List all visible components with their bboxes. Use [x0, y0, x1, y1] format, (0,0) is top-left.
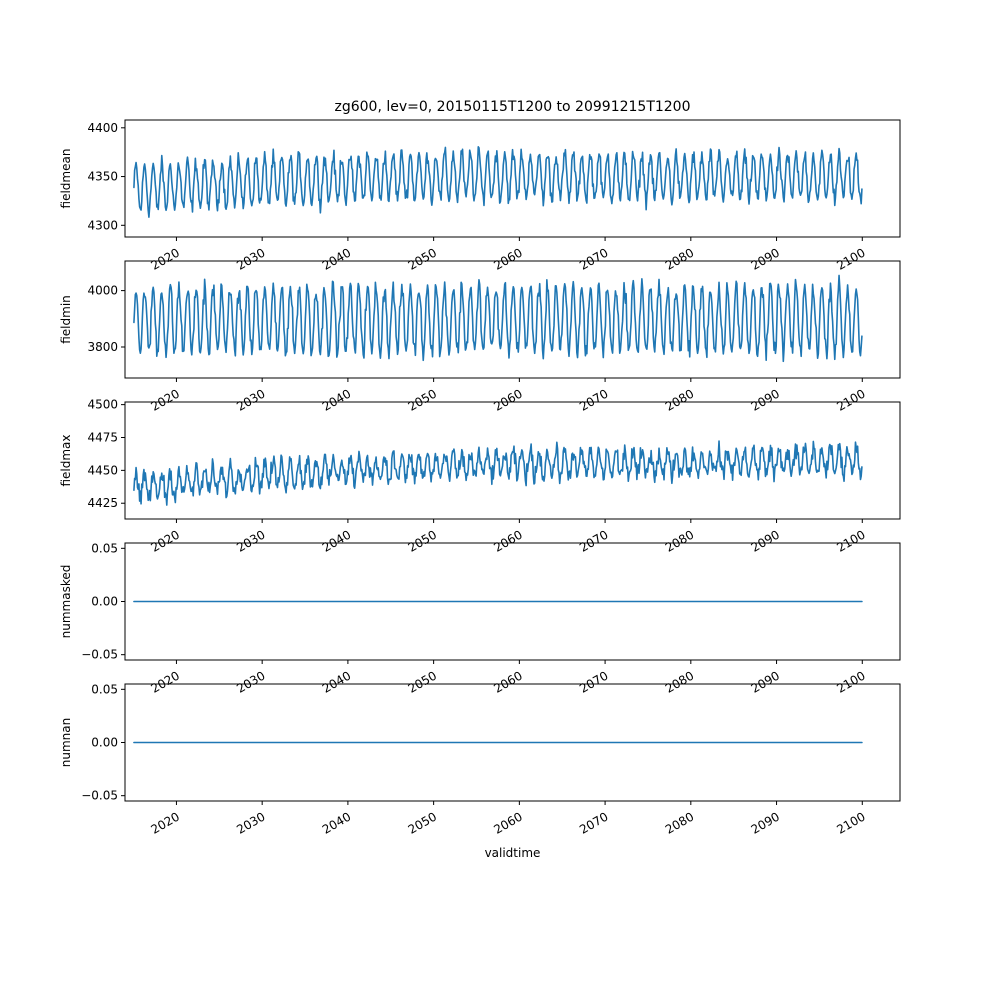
chart-title: zg600, lev=0, 20150115T1200 to 20991215T… — [334, 99, 690, 115]
subplot-fieldmean: 4300 4350 4400 2020 2030 2040 2050 2060 2070 2080… — [59, 119, 901, 273]
x-tick-label: 2080 — [663, 245, 696, 272]
y-axis-label-fieldmean: fieldmean — [59, 149, 73, 209]
y-tick-label: −0.05 — [81, 789, 118, 803]
x-tick-label: 2020 — [148, 386, 181, 413]
y-tick-label: 4450 — [87, 463, 118, 477]
series-line-fieldmax — [133, 440, 863, 506]
y-tick-label: 0.05 — [91, 682, 118, 696]
x-tick-label: 2100 — [834, 668, 867, 695]
y-tick-label: 4350 — [87, 170, 118, 184]
x-tick-label: 2080 — [663, 809, 696, 836]
y-tick-label: 4500 — [87, 398, 118, 412]
y-axis-label-nummasked: nummasked — [59, 565, 73, 639]
x-tick-label: 2040 — [320, 527, 353, 554]
y-axis-label-numnan: numnan — [59, 718, 73, 767]
series-line-fieldmin — [133, 274, 863, 363]
axes-frame-fieldmean — [124, 119, 901, 238]
x-tick-label: 2050 — [406, 386, 439, 413]
x-tick-label: 2070 — [577, 386, 610, 413]
x-axis-label: validtime — [485, 846, 541, 860]
x-tick-label: 2080 — [663, 386, 696, 413]
x-tick-label: 2080 — [663, 668, 696, 695]
x-tick-label: 2070 — [577, 245, 610, 272]
y-tick-label: 0.00 — [91, 595, 118, 609]
y-tick-label: 4425 — [87, 496, 118, 510]
x-tick-label: 2060 — [491, 668, 524, 695]
x-tick-label: 2060 — [491, 527, 524, 554]
x-tick-label: 2030 — [234, 245, 267, 272]
y-tick-label: 4300 — [87, 218, 118, 232]
y-tick-label: 3800 — [87, 340, 118, 354]
x-tick-label: 2090 — [749, 809, 782, 836]
y-tick-label: −0.05 — [81, 648, 118, 662]
x-tick-label: 2060 — [491, 809, 524, 836]
x-tick-label: 2050 — [406, 245, 439, 272]
y-tick-label: 4475 — [87, 430, 118, 444]
x-tick-label: 2100 — [834, 527, 867, 554]
x-tick-label: 2090 — [749, 386, 782, 413]
y-axis-label-fieldmin: fieldmin — [59, 295, 73, 344]
x-tick-label: 2070 — [577, 527, 610, 554]
x-tick-label: 2030 — [234, 527, 267, 554]
x-tick-label: 2040 — [320, 386, 353, 413]
x-tick-label: 2030 — [234, 668, 267, 695]
series-line-fieldmean — [133, 146, 863, 218]
x-tick-label: 2020 — [148, 245, 181, 272]
subplot-fieldmax: 4425 4450 4475 4500 2020 2030 2040 2050 2060 2070… — [59, 398, 901, 555]
x-tick-label: 2050 — [406, 668, 439, 695]
x-tick-label: 2020 — [148, 527, 181, 554]
x-tick-label: 2040 — [320, 668, 353, 695]
x-tick-label: 2030 — [234, 386, 267, 413]
x-tick-label: 2090 — [749, 245, 782, 272]
y-tick-label: 0.05 — [91, 541, 118, 555]
x-tick-label: 2100 — [834, 245, 867, 272]
axes-frame-fieldmin — [124, 260, 901, 379]
x-tick-label: 2030 — [234, 809, 267, 836]
x-tick-label: 2090 — [749, 527, 782, 554]
y-tick-label: 0.00 — [91, 736, 118, 750]
subplot-numnan: −0.05 0.00 0.05 2020 2030 2040 2050 2060 2070 208… — [59, 682, 901, 837]
subplot-nummasked: −0.05 0.00 0.05 2020 2030 2040 2050 2060 2070 208… — [59, 541, 901, 696]
subplot-fieldmin: 3800 4000 2020 2030 2040 2050 2060 2070 2080 2090… — [59, 260, 901, 414]
axes-frame-fieldmax — [124, 401, 901, 520]
x-tick-label: 2060 — [491, 245, 524, 272]
subplots: 4300 4350 4400 2020 2030 2040 2050 2060 2070 2080… — [59, 119, 901, 837]
x-tick-label: 2020 — [148, 668, 181, 695]
x-tick-label: 2100 — [834, 809, 867, 836]
x-tick-label: 2040 — [320, 809, 353, 836]
y-tick-label: 4400 — [87, 121, 118, 135]
x-tick-label: 2070 — [577, 668, 610, 695]
x-tick-label: 2050 — [406, 809, 439, 836]
x-tick-label: 2060 — [491, 386, 524, 413]
x-tick-label: 2070 — [577, 809, 610, 836]
y-tick-label: 4000 — [87, 284, 118, 298]
x-tick-label: 2090 — [749, 668, 782, 695]
y-axis-label-fieldmax: fieldmax — [59, 434, 73, 486]
x-tick-label: 2040 — [320, 245, 353, 272]
x-tick-label: 2050 — [406, 527, 439, 554]
x-tick-label: 2100 — [834, 386, 867, 413]
x-tick-label: 2020 — [148, 809, 181, 836]
x-tick-label: 2080 — [663, 527, 696, 554]
